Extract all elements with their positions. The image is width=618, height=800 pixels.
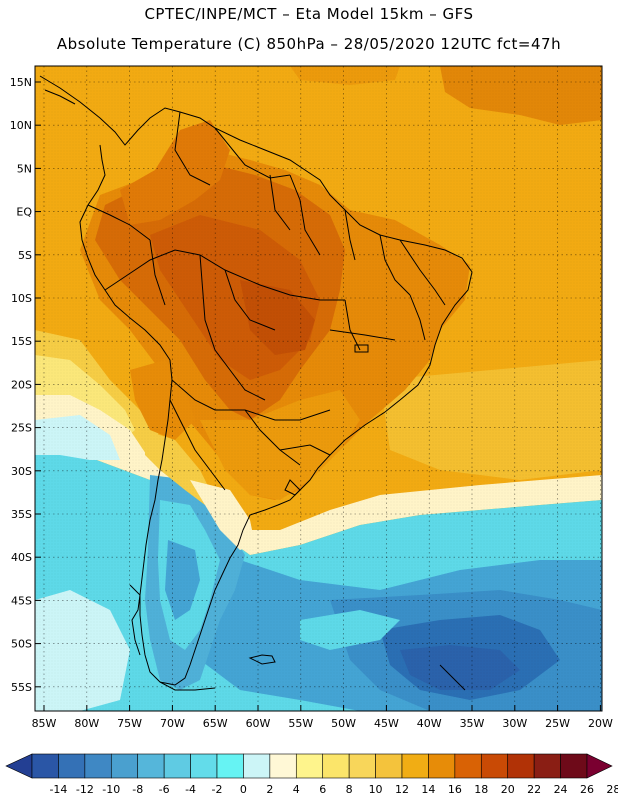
lat-label: 35S [11,508,32,521]
colorbar-tick-label: 14 [421,783,435,796]
colorbar-cell [480,753,509,779]
colorbar-tick-label: 10 [369,783,383,796]
colorbar-tick-label: 6 [319,783,326,796]
lon-label: 35W [460,717,485,730]
colorbar-tick-label: 16 [448,783,462,796]
colorbar-tick-label: 2 [266,783,273,796]
coastlines [39,75,473,691]
colorbar-tick-label: 4 [293,783,300,796]
lat-label: 5N [17,162,32,175]
colorbar-cell [375,753,403,779]
map-frame [34,65,603,712]
colorbar-cell [190,753,218,779]
colorbar-tick-label: -6 [159,783,170,796]
colorbar-cell [560,753,588,779]
colorbar-cell [243,753,271,779]
colorbar-cell [163,753,191,779]
lat-label: 10N [10,119,32,132]
lat-label: 20S [11,378,32,391]
colorbar-tick-label: -14 [49,783,67,796]
colorbar-cell [322,753,350,779]
title-line-1: CPTEC/INPE/MCT – Eta Model 15km – GFS [144,5,474,23]
latitude-labels: 15N 10N 5N EQ 5S 10S 15S 20S 25S 30S 35S 40S 45S 50S 5… [10,76,33,694]
lon-label: 80W [74,717,99,730]
colorbar-cell [216,753,244,779]
lon-label: 50W [331,717,356,730]
lat-label: 5S [18,249,32,262]
lat-label: 50S [11,638,32,651]
colorbar-cell [31,753,59,779]
map-fields [35,66,602,711]
colorbar-cell [401,753,429,779]
title-line-2: Absolute Temperature (C) 850hPa – 28/05/… [56,35,562,53]
colorbar-cell [269,753,297,779]
lon-label: 60W [246,717,271,730]
lat-label: 15S [11,335,32,348]
lat-label: EQ [16,206,32,219]
colorbar-cell [507,753,535,779]
lon-label: 75W [117,717,142,730]
lon-label: 55W [288,717,313,730]
colorbar-tick-label: 26 [580,783,594,796]
lat-label: 40S [11,551,32,564]
colorbar-tick-label: -8 [132,783,143,796]
lon-label: 25W [545,717,570,730]
colorbar-tick-label: 22 [527,783,541,796]
colorbar-cell [348,753,376,779]
colorbar-cell [84,753,112,779]
lon-label: 45W [374,717,399,730]
colorbar-cell [295,753,324,779]
lat-label: 30S [11,465,32,478]
colorbar-tick-label: 24 [554,783,568,796]
colorbar-cell [428,753,456,779]
colorbar-tick-label: 18 [474,783,488,796]
colorbar-cell [58,753,86,779]
colorbar-tick-label: 20 [501,783,515,796]
colorbar-tick-label: -12 [76,783,94,796]
lat-label: 25S [11,422,32,435]
colorbar-tick-label: -2 [212,783,223,796]
colorbar-high-triangle [586,753,613,779]
graticule [35,66,602,711]
colorbar-tick-label: 12 [395,783,409,796]
colorbar-tick-label: 28 [606,783,618,796]
lat-label: 45S [11,594,32,607]
lat-label: 10S [11,292,32,305]
colorbar-tick-label: -10 [102,783,120,796]
lon-label: 30W [502,717,527,730]
colorbar-cell [533,753,561,779]
longitude-labels: 85W 80W 75W 70W 65W 60W 55W 50W 45W 40W 35W 30W 25W 2… [32,717,613,730]
colorbar-tick-label: -4 [185,783,196,796]
colorbar-tick-label: 0 [240,783,247,796]
lon-label: 70W [160,717,185,730]
colorbar-cell [110,753,139,779]
colorbar-cell [454,753,482,779]
lon-label: 65W [203,717,228,730]
colorbar-cell [137,753,165,779]
lon-label: 40W [417,717,442,730]
lat-label: 55S [11,681,32,694]
lat-label: 15N [10,76,32,89]
colorbar-low-triangle [5,753,33,779]
lon-label: 85W [32,717,57,730]
lon-label: 20W [588,717,613,730]
colorbar-tick-label: 8 [346,783,353,796]
